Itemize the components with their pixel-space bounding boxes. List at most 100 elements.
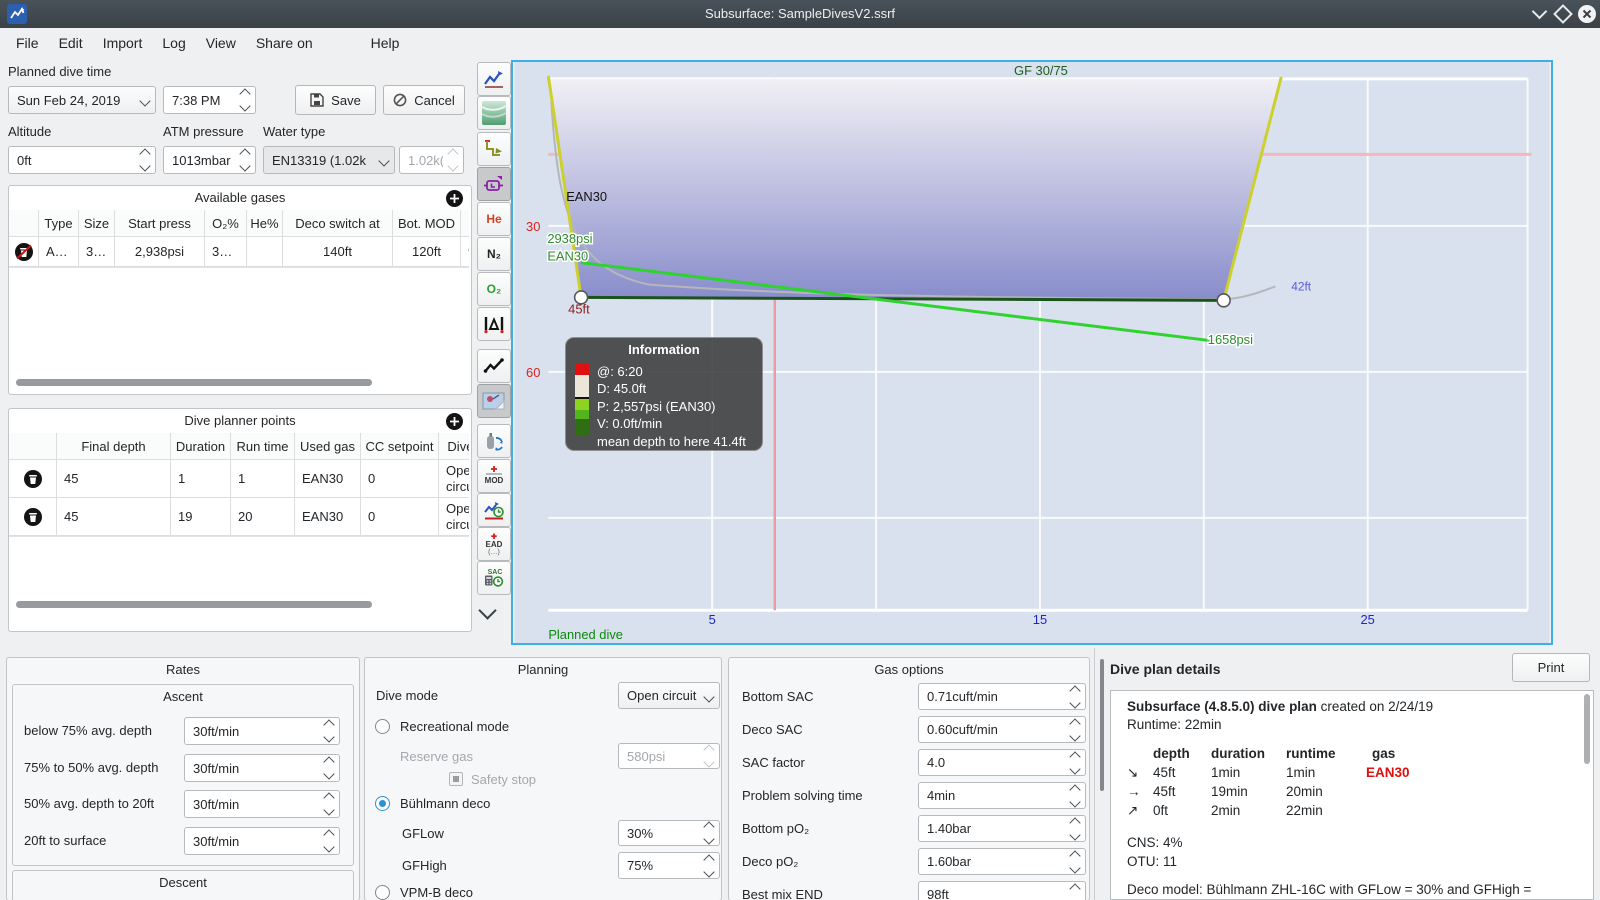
gas-start-press-cell[interactable]: 2,938psi bbox=[115, 237, 205, 267]
gas-o2-cell[interactable]: 3… bbox=[205, 237, 247, 267]
point-row-delete[interactable] bbox=[9, 498, 57, 536]
point-dive-mode-cell[interactable]: Open circuit bbox=[439, 498, 469, 536]
spin-arrows-icon[interactable] bbox=[1065, 783, 1085, 808]
point-run-time-cell[interactable]: 1 bbox=[231, 460, 295, 498]
spin-arrows-icon[interactable] bbox=[319, 828, 339, 854]
toolbar-oxygen-button[interactable]: O₂ bbox=[477, 272, 511, 306]
print-button[interactable]: Print bbox=[1512, 653, 1590, 682]
notes-scrollbar-handle[interactable] bbox=[1584, 694, 1590, 764]
toolbar-profile-button[interactable] bbox=[477, 62, 511, 96]
atm-pressure-spinbox[interactable]: 1013mbar bbox=[163, 146, 256, 174]
add-point-button[interactable] bbox=[446, 413, 463, 430]
minimize-button[interactable] bbox=[1528, 3, 1550, 25]
toolbar-scroll-down-button[interactable] bbox=[478, 601, 497, 620]
spin-arrows-icon[interactable] bbox=[699, 853, 719, 878]
spin-arrows-icon[interactable] bbox=[699, 821, 719, 845]
menu-file[interactable]: File bbox=[16, 35, 39, 51]
spin-arrows-icon[interactable] bbox=[135, 147, 155, 173]
point-run-time-cell[interactable]: 20 bbox=[231, 498, 295, 536]
spin-arrows-icon[interactable] bbox=[1065, 816, 1085, 841]
deco-sac-spinbox[interactable]: 0.60cuft/min bbox=[918, 716, 1086, 743]
point-duration-cell[interactable]: 19 bbox=[171, 498, 231, 536]
menu-log[interactable]: Log bbox=[162, 35, 186, 51]
point-final-depth-cell[interactable]: 45 bbox=[57, 460, 171, 498]
spin-arrows-icon[interactable] bbox=[1065, 750, 1085, 775]
waypoint-handle[interactable] bbox=[1216, 293, 1231, 308]
safety-stop-checkbox[interactable] bbox=[449, 772, 463, 786]
deco-po2-spinbox[interactable]: 1.60bar bbox=[918, 848, 1086, 875]
points-horizontal-scrollbar[interactable] bbox=[16, 601, 372, 608]
close-button[interactable] bbox=[1576, 3, 1598, 25]
point-dive-mode-cell[interactable]: Open circuit bbox=[439, 460, 469, 498]
toolbar-dive-computer-button[interactable] bbox=[477, 167, 511, 201]
details-vertical-scrollbar[interactable] bbox=[1100, 659, 1104, 791]
maximize-button[interactable] bbox=[1552, 3, 1574, 25]
menu-help[interactable]: Help bbox=[370, 35, 400, 51]
ascent-rate-spinbox[interactable]: 30ft/min bbox=[184, 717, 340, 745]
save-button[interactable]: Save bbox=[295, 85, 376, 115]
gas-type-cell[interactable]: A… bbox=[39, 237, 79, 267]
point-cc-setpoint-cell[interactable]: 0 bbox=[361, 498, 439, 536]
menu-edit[interactable]: Edit bbox=[58, 35, 83, 51]
spin-arrows-icon[interactable] bbox=[1065, 882, 1085, 900]
point-used-gas-cell[interactable]: EAN30 bbox=[295, 498, 361, 536]
toolbar-ceiling-button[interactable] bbox=[477, 132, 511, 166]
toolbar-tissue-heatmap-button[interactable] bbox=[477, 307, 511, 341]
toolbar-nitrogen-button[interactable]: N₂ bbox=[477, 237, 511, 271]
dive-date-combobox[interactable]: Sun Feb 24, 2019 bbox=[8, 86, 156, 114]
toolbar-ndl-button[interactable] bbox=[477, 493, 511, 527]
point-cc-setpoint-cell[interactable]: 0 bbox=[361, 460, 439, 498]
best-mix-end-spinbox[interactable]: 98ft bbox=[918, 881, 1086, 900]
altitude-spinbox[interactable]: 0ft bbox=[8, 146, 156, 174]
toolbar-mod-button[interactable]: MOD bbox=[477, 459, 511, 493]
spin-arrows-icon[interactable] bbox=[1065, 684, 1085, 709]
gas-deco-switch-cell[interactable]: 140ft bbox=[283, 237, 393, 267]
toolbar-heartrate-button[interactable] bbox=[477, 349, 511, 383]
dive-mode-combobox[interactable]: Open circuit bbox=[618, 682, 720, 709]
gases-horizontal-scrollbar[interactable] bbox=[16, 379, 372, 386]
bottom-po2-spinbox[interactable]: 1.40bar bbox=[918, 815, 1086, 842]
ascent-rate-spinbox[interactable]: 30ft/min bbox=[184, 754, 340, 782]
cancel-button[interactable]: Cancel bbox=[383, 85, 465, 115]
problem-solving-time-spinbox[interactable]: 4min bbox=[918, 782, 1086, 809]
menu-view[interactable]: View bbox=[205, 35, 236, 51]
gas-row-delete[interactable] bbox=[9, 237, 39, 267]
dive-plan-notes[interactable]: Subsurface (4.8.5.0) dive plan created o… bbox=[1110, 690, 1594, 900]
toolbar-photos-button[interactable] bbox=[477, 384, 511, 418]
point-row-delete[interactable] bbox=[9, 460, 57, 498]
gflow-spinbox[interactable]: 30% bbox=[618, 820, 720, 846]
waypoint-handle[interactable] bbox=[573, 290, 589, 305]
vpmb-deco-radio[interactable] bbox=[375, 885, 390, 900]
gas-mnd-cell[interactable]: 98f bbox=[461, 237, 469, 267]
menu-share-on[interactable]: Share on bbox=[255, 35, 313, 51]
toolbar-gas-change-button[interactable] bbox=[477, 424, 511, 458]
ascent-rate-spinbox[interactable]: 30ft/min bbox=[184, 827, 340, 855]
gas-bot-mod-cell[interactable]: 120ft bbox=[393, 237, 461, 267]
point-used-gas-cell[interactable]: EAN30 bbox=[295, 460, 361, 498]
spin-arrows-icon[interactable] bbox=[1065, 717, 1085, 742]
ascent-rate-spinbox[interactable]: 30ft/min bbox=[184, 790, 340, 818]
spin-arrows-icon[interactable] bbox=[319, 755, 339, 781]
spin-arrows-icon[interactable] bbox=[319, 718, 339, 744]
gfhigh-spinbox[interactable]: 75% bbox=[618, 852, 720, 879]
bottom-sac-spinbox[interactable]: 0.71cuft/min bbox=[918, 683, 1086, 710]
recreational-mode-radio[interactable] bbox=[375, 719, 390, 734]
toolbar-ead-button[interactable]: EAD (…) bbox=[477, 527, 511, 561]
gas-he-cell[interactable] bbox=[247, 237, 283, 267]
gas-size-cell[interactable]: 3… bbox=[79, 237, 115, 267]
spin-arrows-icon[interactable] bbox=[235, 87, 255, 113]
point-final-depth-cell[interactable]: 45 bbox=[57, 498, 171, 536]
add-gas-button[interactable] bbox=[446, 190, 463, 207]
toolbar-helium-button[interactable]: He bbox=[477, 202, 511, 236]
spin-arrows-icon[interactable] bbox=[1065, 849, 1085, 874]
sac-factor-spinbox[interactable]: 4.0 bbox=[918, 749, 1086, 776]
spin-arrows-icon[interactable] bbox=[319, 791, 339, 817]
dive-time-spinbox[interactable]: 7:38 PM bbox=[163, 86, 256, 114]
menu-import[interactable]: Import bbox=[102, 35, 143, 51]
spin-arrows-icon[interactable] bbox=[235, 147, 255, 173]
point-duration-cell[interactable]: 1 bbox=[171, 460, 231, 498]
toolbar-water-button[interactable] bbox=[477, 96, 511, 130]
toolbar-sac-button[interactable]: SAC bbox=[477, 561, 511, 595]
water-type-combobox[interactable]: EN13319 (1.02k bbox=[263, 146, 395, 174]
buhlmann-deco-radio[interactable] bbox=[375, 796, 390, 811]
